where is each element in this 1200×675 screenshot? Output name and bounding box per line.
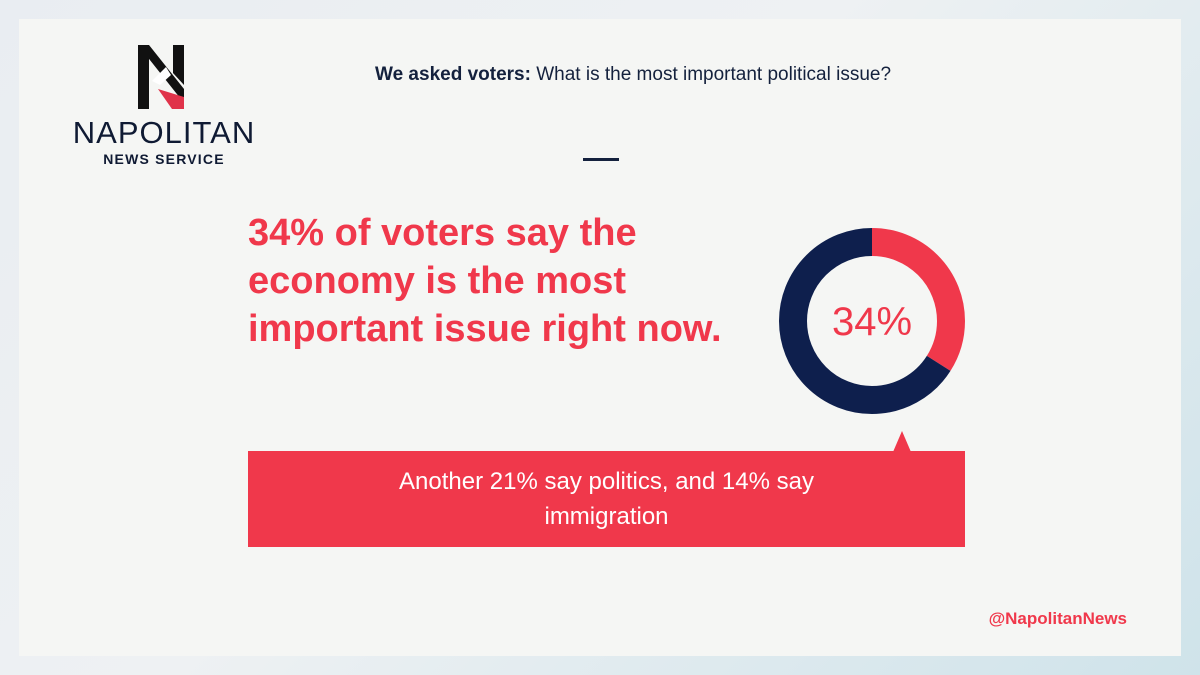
- napolitan-logo: NAPOLITAN NEWS SERVICE: [69, 45, 259, 175]
- social-handle: @NapolitanNews: [988, 609, 1127, 628]
- survey-question: We asked voters: What is the most import…: [375, 64, 1075, 86]
- question-lead: We asked voters:: [375, 64, 531, 85]
- donut-center-label: 34%: [832, 300, 912, 344]
- headline: 34% of voters say the economy is the mos…: [248, 212, 722, 350]
- brand-subtitle: NEWS SERVICE: [103, 151, 225, 167]
- question-text: What is the most important political iss…: [530, 64, 892, 85]
- divider: [583, 158, 619, 161]
- donut-chart: 34%: [779, 228, 965, 414]
- donut-slice-1: [779, 228, 965, 414]
- callout-text: Another 21% say politics, and 14% say im…: [399, 468, 814, 530]
- callout-pointer: [893, 431, 911, 452]
- callout-box: Another 21% say politics, and 14% say im…: [248, 451, 965, 547]
- napolitan-n-icon: [138, 45, 184, 109]
- brand-name: NAPOLITAN: [72, 115, 256, 150]
- infographic-card: NAPOLITAN NEWS SERVICE We asked voters: …: [19, 19, 1181, 656]
